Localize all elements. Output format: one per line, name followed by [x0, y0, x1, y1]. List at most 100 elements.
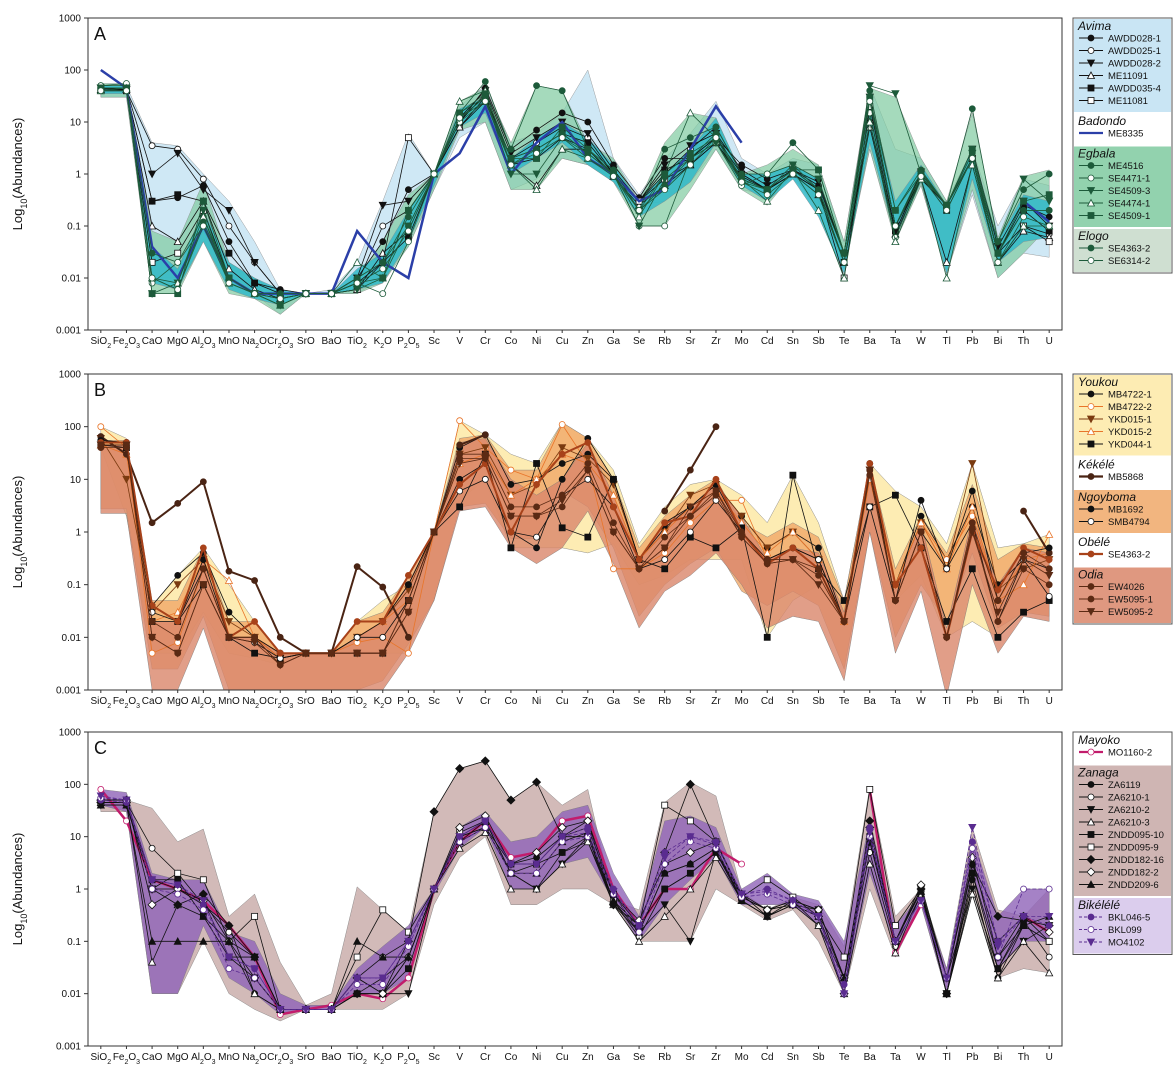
data-point [686, 134, 694, 142]
data-point [686, 833, 695, 842]
x-tick-label: Pb [966, 336, 979, 347]
data-point [251, 649, 259, 657]
legend-entry-label: ZNDD095-9 [1108, 843, 1159, 854]
data-point [1045, 937, 1053, 945]
data-point [533, 149, 540, 157]
data-point [686, 528, 694, 536]
data-point [763, 191, 771, 199]
legend-entry-label: MB5868 [1108, 472, 1143, 483]
x-tick-label: Te [839, 696, 850, 707]
data-point [839, 273, 849, 282]
y-tick-label: 1 [75, 170, 81, 181]
x-tick-label: Bi [993, 1052, 1002, 1063]
data-point [558, 421, 566, 428]
legend-entry-label: EW4026 [1108, 582, 1144, 593]
data-point [379, 274, 387, 282]
data-point [943, 206, 951, 214]
data-point [968, 885, 977, 894]
data-point [148, 885, 156, 893]
legend-marker [1086, 59, 1096, 68]
x-tick-label: MnO [218, 336, 240, 347]
data-point [507, 466, 515, 474]
data-point [711, 487, 721, 496]
data-point [814, 912, 823, 921]
data-point [506, 860, 516, 869]
panel-C: 1000 100 10 1 0.1 0.01 0.001 SiO2 Fe2O3 CaO MgO Al2… [10, 728, 1173, 1066]
x-tick-label: Ta [890, 336, 901, 347]
data-point [224, 206, 234, 215]
data-point [661, 170, 669, 178]
legend-marker [1087, 518, 1095, 525]
legend-marker [1087, 212, 1095, 219]
data-point [686, 884, 695, 893]
data-point [148, 602, 156, 610]
data-point [327, 1006, 336, 1014]
data-point [737, 512, 746, 521]
x-tick-label: Al2O3 [191, 696, 216, 710]
data-point [379, 981, 387, 988]
data-point [660, 161, 669, 170]
data-point [404, 952, 413, 961]
data-point [839, 973, 849, 982]
x-tick-label: MgO [167, 336, 189, 347]
x-tick-label: Fe2O3 [113, 696, 140, 710]
data-point [353, 981, 361, 988]
data-point [533, 869, 540, 877]
legend-marker [1086, 938, 1096, 947]
data-point [123, 817, 130, 825]
data-point [993, 943, 1003, 951]
data-point [1045, 530, 1054, 538]
data-point [1019, 921, 1028, 929]
data-point [404, 937, 413, 946]
data-point [840, 258, 848, 266]
data-point [481, 828, 490, 836]
data-point [558, 450, 566, 458]
data-point [224, 618, 234, 626]
data-point [1019, 556, 1028, 564]
data-point [480, 756, 490, 766]
y-tick-label: 1000 [59, 14, 82, 25]
data-point [225, 238, 233, 246]
x-tick-label: Na2O [242, 336, 267, 350]
data-point [686, 503, 695, 512]
y-tick-label: 0.001 [56, 326, 81, 337]
data-point [379, 583, 387, 591]
data-point [1045, 912, 1054, 921]
data-point [584, 533, 592, 541]
x-tick-label: U [1046, 696, 1053, 707]
y-tick-label: 100 [64, 66, 81, 77]
x-tick-label: MnO [218, 1052, 240, 1063]
y-tick-label: 0.01 [62, 633, 82, 644]
data-point [404, 227, 412, 235]
data-point [788, 897, 798, 905]
legend-marker [1087, 440, 1095, 448]
data-point [455, 833, 464, 842]
data-point [891, 922, 899, 929]
data-point [352, 286, 362, 294]
data-point [250, 952, 259, 961]
x-tick-label: Ta [890, 696, 901, 707]
data-point [174, 499, 182, 507]
data-point [917, 172, 925, 180]
data-point [225, 249, 233, 257]
data-point [533, 533, 540, 541]
data-point [686, 869, 694, 877]
x-tick-label: Th [1018, 1052, 1030, 1063]
data-point [686, 466, 694, 474]
x-tick-label: Zn [582, 696, 594, 707]
data-point [610, 519, 617, 527]
data-point [891, 581, 899, 589]
legend-marker [1086, 867, 1096, 877]
data-point [661, 186, 669, 194]
data-point [942, 989, 951, 998]
x-tick-label: Ga [607, 696, 621, 707]
data-point [738, 860, 746, 868]
data-point [97, 786, 105, 793]
data-point [379, 265, 387, 273]
data-point [788, 161, 798, 170]
legend-entry-label: ZNDD182-16 [1108, 855, 1164, 866]
x-tick-label: SiO2 [91, 336, 112, 350]
legend-marker [1087, 505, 1095, 513]
data-point [404, 238, 412, 246]
data-point [250, 989, 259, 998]
